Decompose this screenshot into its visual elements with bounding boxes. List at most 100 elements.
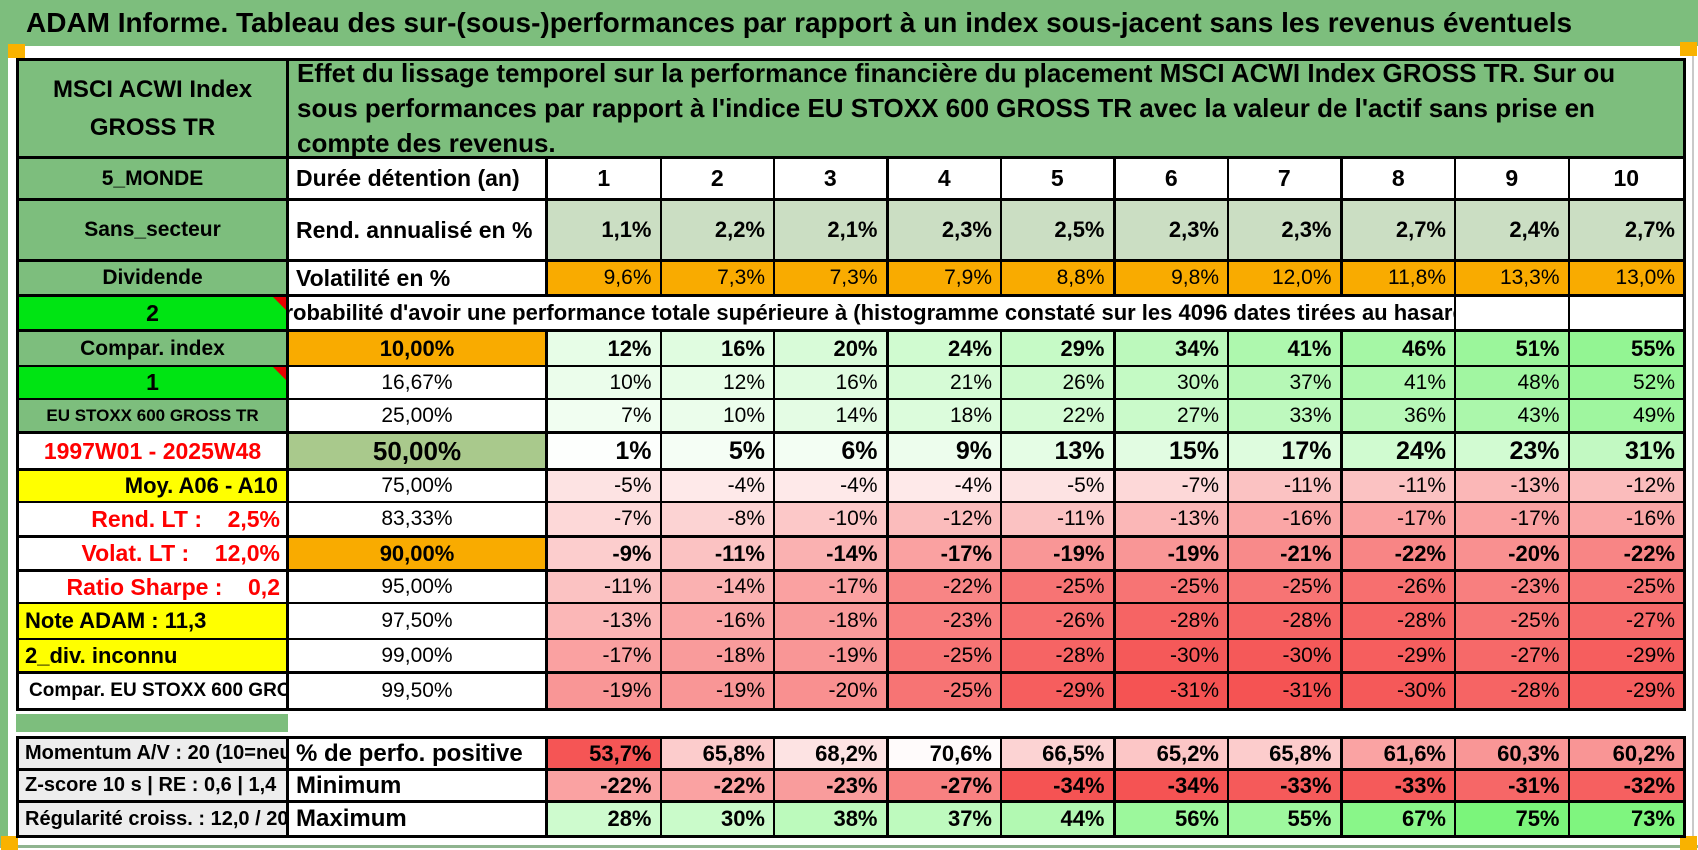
data-cell[interactable]: 6% [775,434,889,471]
data-cell[interactable]: -21% [1229,538,1343,572]
data-cell[interactable]: -11% [661,538,775,572]
data-cell[interactable]: -11% [1342,471,1456,503]
data-cell[interactable]: 48% [1456,367,1570,400]
data-cell[interactable]: 73% [1569,803,1683,835]
data-cell[interactable]: 13% [1002,434,1116,471]
data-cell[interactable]: 2,3% [1115,201,1229,262]
column-header-6[interactable]: 6 [1115,159,1229,201]
data-cell[interactable]: 41% [1342,367,1456,400]
data-cell[interactable]: -19% [548,674,662,708]
row-label-14[interactable]: 2_div. inconnu [19,640,289,674]
data-cell[interactable]: -4% [888,471,1002,503]
data-cell[interactable]: -28% [1456,674,1570,708]
data-cell[interactable]: 46% [1342,332,1456,367]
data-cell[interactable]: 37% [1229,367,1343,400]
data-cell[interactable]: 30% [661,803,775,835]
data-cell[interactable]: -25% [1456,604,1570,640]
data-cell[interactable]: -27% [1456,640,1570,674]
data-cell[interactable]: -29% [1342,640,1456,674]
data-cell[interactable]: -25% [1229,572,1343,604]
row-label-10[interactable]: Rend. LT : 2,5% [19,503,289,538]
data-cell[interactable]: 13,3% [1456,262,1570,297]
data-cell[interactable]: 75% [1456,803,1570,835]
row-header-9[interactable]: 75,00% [289,471,548,503]
row-label-15[interactable]: Compar. EU STOXX 600 GROSS TR [19,674,289,708]
data-cell[interactable]: 70,6% [888,739,1002,771]
data-cell[interactable]: 23% [1456,434,1570,471]
data-cell[interactable]: 65,8% [1229,739,1343,771]
data-cell[interactable]: -25% [888,640,1002,674]
data-cell[interactable]: 24% [888,332,1002,367]
data-cell[interactable]: -32% [1569,771,1683,803]
row-label-8[interactable]: 1997W01 - 2025W48 [19,434,289,471]
data-cell[interactable]: -16% [1569,503,1683,538]
data-cell[interactable]: 28% [548,803,662,835]
row-header-13[interactable]: 97,50% [289,604,548,640]
column-header-9[interactable]: 9 [1456,159,1570,201]
row-label-7[interactable]: EU STOXX 600 GROSS TR [19,400,289,434]
data-cell[interactable]: -20% [1456,538,1570,572]
data-cell[interactable]: 33% [1229,400,1343,434]
data-cell[interactable]: -20% [775,674,889,708]
data-cell[interactable]: 22% [1002,400,1116,434]
column-header-3[interactable]: 3 [775,159,889,201]
data-cell[interactable]: -17% [1456,503,1570,538]
row-header-15[interactable]: 99,50% [289,674,548,708]
data-cell[interactable]: 56% [1115,803,1229,835]
row-label-5[interactable]: Compar. index [19,332,289,367]
row-label-11[interactable]: Volat. LT : 12,0% [19,538,289,572]
data-cell[interactable]: -25% [1569,572,1683,604]
data-cell[interactable]: 2,2% [661,201,775,262]
row-label-bottom-2[interactable]: Régularité croiss. : 12,0 / 20 [19,803,289,835]
data-cell[interactable]: -7% [1115,471,1229,503]
data-cell[interactable]: -22% [1342,538,1456,572]
data-cell[interactable]: -31% [1456,771,1570,803]
data-cell[interactable]: 65,8% [661,739,775,771]
data-cell[interactable]: 52% [1569,367,1683,400]
data-cell[interactable]: -4% [775,471,889,503]
data-cell[interactable]: 12% [661,367,775,400]
data-cell[interactable]: 37% [888,803,1002,835]
data-cell[interactable]: -23% [1456,572,1570,604]
selection-handle-bottom-left[interactable] [1,836,18,850]
data-cell[interactable]: 68,2% [775,739,889,771]
row-label-12[interactable]: Ratio Sharpe : 0,2 [19,572,289,604]
row-header-8[interactable]: 50,00% [289,434,548,471]
data-cell[interactable]: -34% [1115,771,1229,803]
data-cell[interactable]: -33% [1229,771,1343,803]
data-cell[interactable]: 2,3% [1229,201,1343,262]
data-cell[interactable]: -18% [775,604,889,640]
row-header-1[interactable]: Durée détention (an) [289,159,548,201]
data-cell[interactable]: -16% [1229,503,1343,538]
data-cell[interactable]: -19% [1002,538,1116,572]
data-cell[interactable]: -12% [888,503,1002,538]
data-cell[interactable]: -12% [1569,471,1683,503]
row-header-10[interactable]: 83,33% [289,503,548,538]
data-cell[interactable]: -14% [661,572,775,604]
data-cell[interactable]: -28% [1342,604,1456,640]
table-description[interactable]: Effet du lissage temporel sur la perform… [289,61,1683,159]
data-cell[interactable]: 30% [1115,367,1229,400]
data-cell[interactable]: 26% [1002,367,1116,400]
data-cell[interactable]: 14% [775,400,889,434]
empty-cell[interactable] [1569,297,1683,332]
data-cell[interactable]: 31% [1569,434,1683,471]
data-cell[interactable]: -13% [548,604,662,640]
row-label-6[interactable]: 1 [19,367,289,400]
selection-handle-top-right[interactable] [1680,42,1697,56]
data-cell[interactable]: -13% [1115,503,1229,538]
row-header-5[interactable]: 10,00% [289,332,548,367]
data-cell[interactable]: 2,1% [775,201,889,262]
data-cell[interactable]: -11% [1229,471,1343,503]
row-label-3[interactable]: Dividende [19,262,289,297]
data-cell[interactable]: 18% [888,400,1002,434]
data-cell[interactable]: 51% [1456,332,1570,367]
data-cell[interactable]: 2,7% [1569,201,1683,262]
data-cell[interactable]: 44% [1002,803,1116,835]
data-cell[interactable]: 34% [1115,332,1229,367]
row-label-9[interactable]: Moy. A06 - A10 [19,471,289,503]
row-header-12[interactable]: 95,00% [289,572,548,604]
row-header-14[interactable]: 99,00% [289,640,548,674]
data-cell[interactable]: -4% [661,471,775,503]
data-cell[interactable]: 2,4% [1456,201,1570,262]
